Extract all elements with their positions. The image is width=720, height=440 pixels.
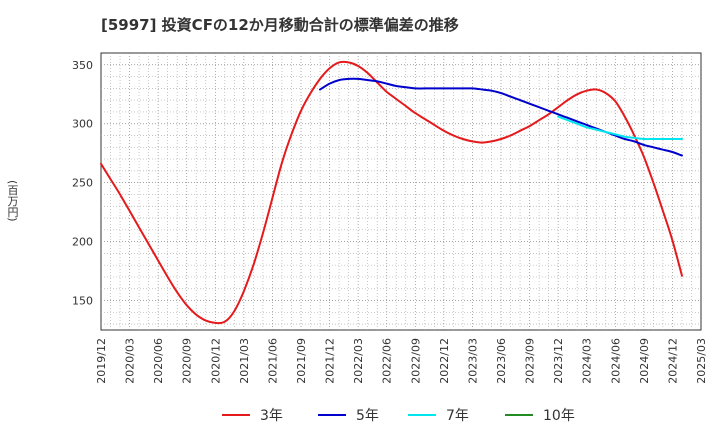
x-tick-label: 2021/06 xyxy=(266,338,279,384)
x-tick-label: 2020/09 xyxy=(181,338,194,384)
series-line-5年 xyxy=(319,77,683,157)
legend-item: 5年 xyxy=(318,404,379,426)
x-tick-label: 2022/09 xyxy=(409,338,422,384)
x-tick-label: 2023/03 xyxy=(466,338,479,384)
x-tick-label: 2025/03 xyxy=(695,338,708,384)
x-tick-label: 2022/12 xyxy=(438,338,451,384)
x-tick-label: 2023/09 xyxy=(524,338,537,384)
x-tick-label: 2024/09 xyxy=(638,338,651,384)
x-tick-label: 2021/03 xyxy=(238,338,251,384)
legend-swatch xyxy=(318,414,346,416)
x-tick-label: 2023/12 xyxy=(552,338,565,384)
legend-item: 3年 xyxy=(222,404,283,426)
x-tick-label: 2024/03 xyxy=(581,338,594,384)
x-tick-label: 2024/06 xyxy=(609,338,622,384)
y-axis-ticks: 150 200 250 300 350 xyxy=(72,59,93,308)
series-line-7年 xyxy=(557,115,683,141)
y-tick-label: 150 xyxy=(72,295,93,308)
legend-label: 10年 xyxy=(543,408,575,424)
legend: 3年 5年 7年 10年 xyxy=(0,404,720,426)
y-tick-label: 300 xyxy=(72,118,93,131)
legend-swatch xyxy=(408,414,436,416)
x-tick-label: 2022/03 xyxy=(352,338,365,384)
grid xyxy=(101,53,701,330)
x-tick-label: 2019/12 xyxy=(95,338,108,384)
y-tick-label: 350 xyxy=(72,59,93,72)
legend-label: 7年 xyxy=(446,408,469,424)
series-line-3年 xyxy=(100,60,683,325)
legend-swatch xyxy=(222,414,250,416)
plot-area xyxy=(100,52,702,331)
legend-label: 3年 xyxy=(260,408,283,424)
x-tick-label: 2022/06 xyxy=(381,338,394,384)
x-tick-label: 2021/12 xyxy=(324,338,337,384)
series-lines xyxy=(100,60,683,325)
y-axis-label: (百万円) xyxy=(6,180,19,222)
legend-label: 5年 xyxy=(356,408,379,424)
x-tick-label: 2020/12 xyxy=(209,338,222,384)
x-tick-label: 2021/09 xyxy=(295,338,308,384)
x-tick-label: 2020/03 xyxy=(124,338,137,384)
y-tick-label: 200 xyxy=(72,236,93,249)
y-tick-label: 250 xyxy=(72,177,93,190)
chart-title: [5997] 投資CFの12か月移動合計の標準偏差の推移 xyxy=(101,16,459,34)
legend-item: 7年 xyxy=(408,404,469,426)
x-tick-label: 2024/12 xyxy=(666,338,679,384)
x-tick-label: 2020/06 xyxy=(152,338,165,384)
x-tick-label: 2023/06 xyxy=(495,338,508,384)
legend-swatch xyxy=(505,414,533,416)
x-axis-ticks: 2019/12 2020/03 2020/06 2020/09 2020/12 2021/… xyxy=(95,338,708,384)
legend-item: 10年 xyxy=(505,404,575,426)
